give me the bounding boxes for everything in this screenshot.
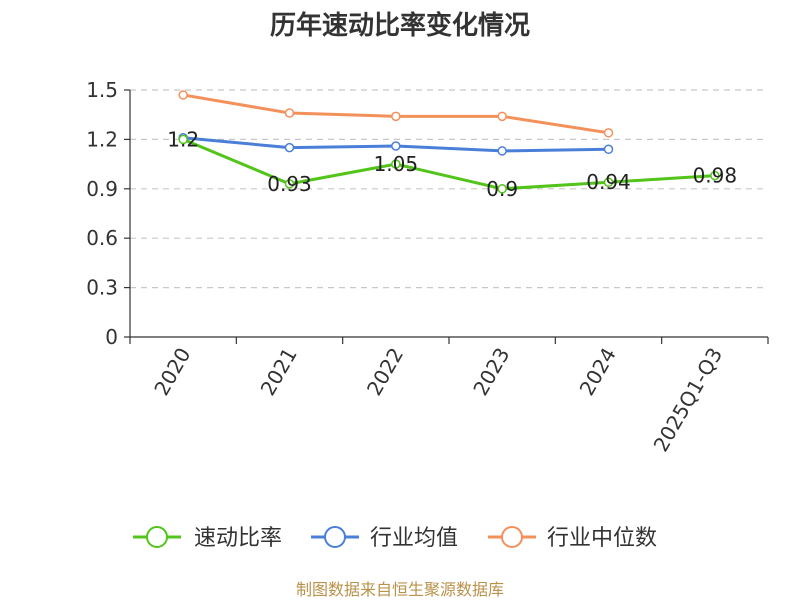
data-point xyxy=(603,128,614,138)
y-axis: 0 0.3 0.6 0.9 1.2 1.5 xyxy=(86,78,131,349)
data-point xyxy=(391,141,401,151)
legend-marker xyxy=(324,526,346,548)
x-tick-label: 2020 xyxy=(149,344,195,400)
data-point xyxy=(497,184,507,194)
data-point xyxy=(284,108,295,118)
x-tick-label: 2021 xyxy=(256,344,302,400)
legend-label: 行业中位数 xyxy=(547,526,657,551)
y-tick-label: 0.3 xyxy=(86,276,118,300)
x-tick-label: 2023 xyxy=(468,343,514,399)
data-label: 1.05 xyxy=(374,152,419,176)
legend-marker xyxy=(501,526,523,548)
legend-label: 速动比率 xyxy=(194,526,282,551)
data-point xyxy=(391,111,401,122)
plot-area: 1.2 0.93 1.05 0.9 0.94 0.98 xyxy=(167,90,738,201)
data-point xyxy=(284,142,295,153)
data-label: 1.2 xyxy=(167,127,199,151)
chart-title: 历年速动比率变化情况 xyxy=(270,10,530,41)
data-point xyxy=(391,159,401,169)
legend-item[interactable]: 速动比率 xyxy=(133,526,282,551)
data-point xyxy=(710,170,720,181)
data-label: 0.94 xyxy=(586,170,631,194)
data-point xyxy=(178,134,188,145)
data-label: 0.93 xyxy=(267,172,312,196)
grid xyxy=(130,89,768,289)
data-label: 0.9 xyxy=(486,177,518,201)
data-point xyxy=(603,144,614,155)
y-tick-label: 1.5 xyxy=(86,78,118,102)
y-tick-label: 0.9 xyxy=(86,177,118,201)
data-point xyxy=(497,146,507,156)
data-point xyxy=(603,177,614,187)
legend-marker xyxy=(146,526,168,548)
legend[interactable]: 速动比率 行业均值 行业中位数 xyxy=(133,526,657,551)
legend-item[interactable]: 行业中位数 xyxy=(488,526,657,551)
x-axis: 2020 2021 2022 2023 2024 2025Q1-Q3 xyxy=(129,336,769,456)
data-point xyxy=(497,111,507,122)
x-tick-label: 2022 xyxy=(362,344,408,400)
data-label: 0.98 xyxy=(693,164,738,188)
data-point xyxy=(284,179,295,189)
y-tick-label: 0 xyxy=(105,325,118,349)
x-tick-label: 2025Q1-Q3 xyxy=(648,344,727,456)
data-point xyxy=(178,90,188,100)
y-tick-label: 1.2 xyxy=(86,127,118,151)
x-tick-label: 2024 xyxy=(575,344,621,400)
series-line xyxy=(182,138,715,191)
source-note: 制图数据来自恒生聚源数据库 xyxy=(296,580,504,599)
y-tick-label: 0.6 xyxy=(86,226,118,250)
legend-item[interactable]: 行业均值 xyxy=(311,526,458,551)
legend-label: 行业均值 xyxy=(370,526,458,551)
